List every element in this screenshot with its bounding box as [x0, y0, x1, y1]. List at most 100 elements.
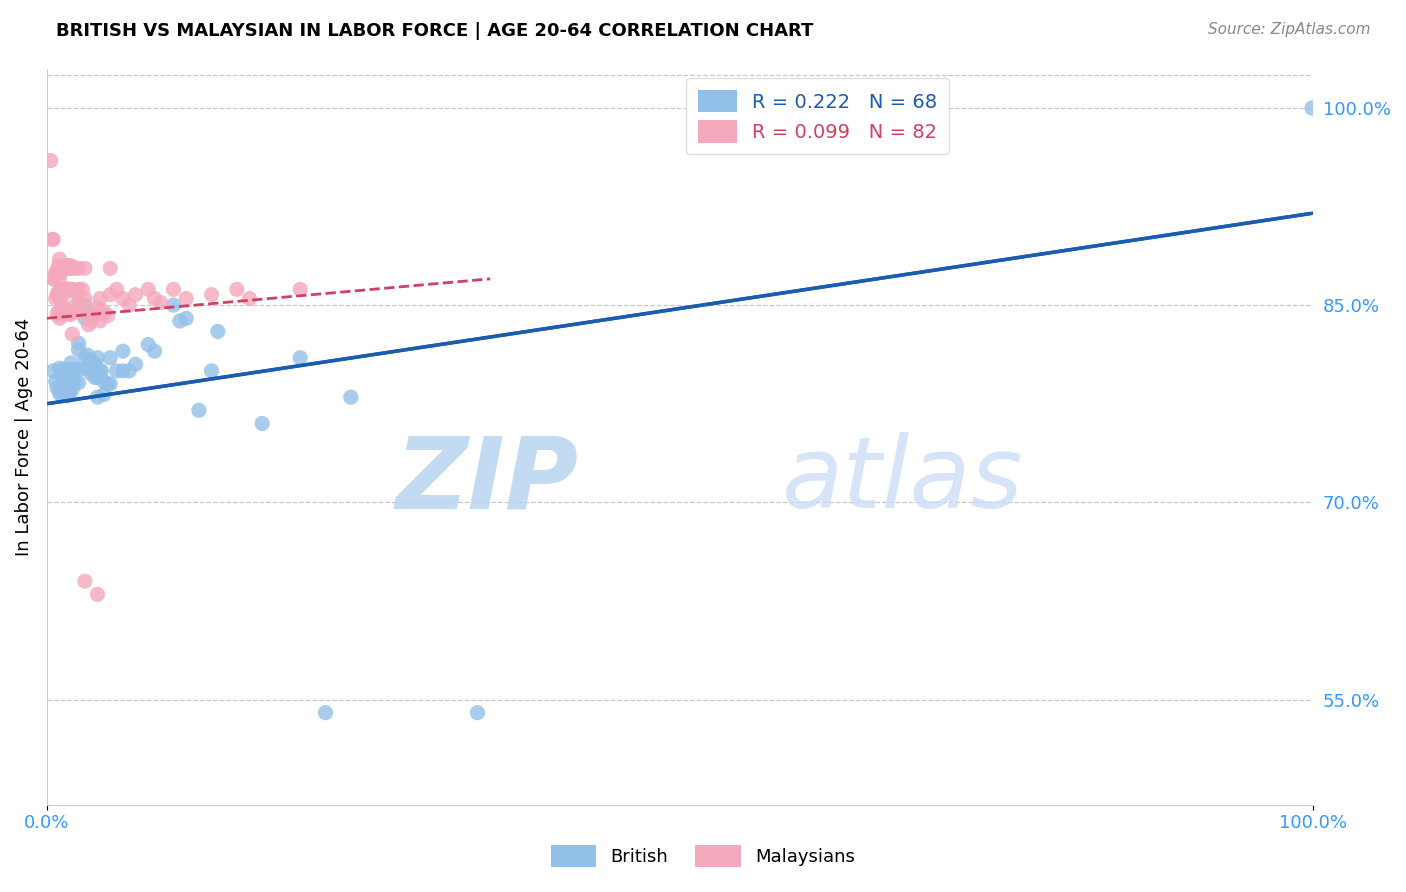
Point	[60, 304, 83, 318]
Point	[89, 364, 111, 378]
Point	[118, 364, 141, 378]
Point	[60, 282, 83, 296]
Point	[93, 375, 115, 389]
Point	[72, 282, 94, 296]
Point	[111, 292, 134, 306]
Text: atlas: atlas	[782, 433, 1024, 529]
Point	[48, 292, 70, 306]
Point	[98, 287, 121, 301]
Point	[39, 153, 62, 168]
Y-axis label: In Labor Force | Age 20-64: In Labor Force | Age 20-64	[15, 318, 32, 556]
Point	[77, 318, 100, 332]
Point	[124, 357, 146, 371]
Point	[118, 298, 141, 312]
Legend: British, Malaysians: British, Malaysians	[544, 838, 862, 874]
Point	[60, 261, 83, 276]
Point	[51, 282, 73, 296]
Point	[52, 382, 75, 396]
Point	[250, 417, 273, 431]
Point	[59, 376, 82, 390]
Point	[65, 298, 87, 312]
Point	[55, 259, 77, 273]
Point	[238, 292, 260, 306]
Point	[162, 298, 184, 312]
Point	[86, 390, 108, 404]
Point	[97, 309, 120, 323]
Point	[44, 272, 66, 286]
Point	[149, 295, 172, 310]
Point	[67, 343, 90, 357]
Point	[53, 261, 76, 276]
Point	[136, 282, 159, 296]
Point	[76, 304, 98, 318]
Point	[288, 351, 311, 365]
Point	[51, 301, 73, 315]
Point	[67, 376, 90, 390]
Point	[84, 357, 107, 371]
Point	[73, 351, 96, 365]
Point	[86, 370, 108, 384]
Point	[49, 265, 72, 279]
Point	[45, 375, 67, 389]
Point	[67, 282, 90, 296]
Point	[45, 265, 67, 279]
Point	[58, 369, 80, 384]
Point	[174, 311, 197, 326]
Point	[52, 261, 75, 276]
Point	[143, 344, 166, 359]
Point	[41, 232, 63, 246]
Point	[80, 314, 103, 328]
Point	[174, 292, 197, 306]
Point	[56, 389, 79, 403]
Point	[59, 259, 82, 273]
Point	[52, 287, 75, 301]
Point	[52, 307, 75, 321]
Point	[49, 285, 72, 299]
Point	[67, 304, 90, 318]
Point	[48, 272, 70, 286]
Point	[51, 389, 73, 403]
Point	[143, 292, 166, 306]
Point	[60, 382, 83, 396]
Point	[55, 376, 77, 390]
Point	[84, 370, 107, 384]
Point	[56, 261, 79, 276]
Point	[162, 282, 184, 296]
Point	[89, 292, 111, 306]
Point	[467, 706, 489, 720]
Legend: R = 0.222   N = 68, R = 0.099   N = 82: R = 0.222 N = 68, R = 0.099 N = 82	[686, 78, 949, 154]
Point	[63, 362, 86, 376]
Point	[46, 381, 69, 395]
Point	[90, 364, 112, 378]
Point	[53, 282, 76, 296]
Point	[207, 325, 229, 339]
Point	[55, 382, 77, 396]
Point	[124, 287, 146, 301]
Point	[111, 344, 134, 359]
Point	[105, 364, 128, 378]
Point	[55, 362, 77, 376]
Point	[59, 362, 82, 376]
Point	[48, 361, 70, 376]
Point	[51, 261, 73, 276]
Point	[63, 261, 86, 276]
Point	[73, 311, 96, 326]
Point	[56, 282, 79, 296]
Point	[73, 292, 96, 306]
Point	[67, 336, 90, 351]
Point	[56, 369, 79, 384]
Point	[58, 282, 80, 296]
Point	[48, 252, 70, 267]
Point	[98, 261, 121, 276]
Point	[55, 304, 77, 318]
Point	[80, 367, 103, 381]
Point	[59, 362, 82, 376]
Point	[73, 261, 96, 276]
Point	[46, 259, 69, 273]
Point	[46, 265, 69, 279]
Point	[46, 304, 69, 318]
Point	[86, 587, 108, 601]
Point	[48, 311, 70, 326]
Point	[315, 706, 337, 720]
Point	[73, 574, 96, 589]
